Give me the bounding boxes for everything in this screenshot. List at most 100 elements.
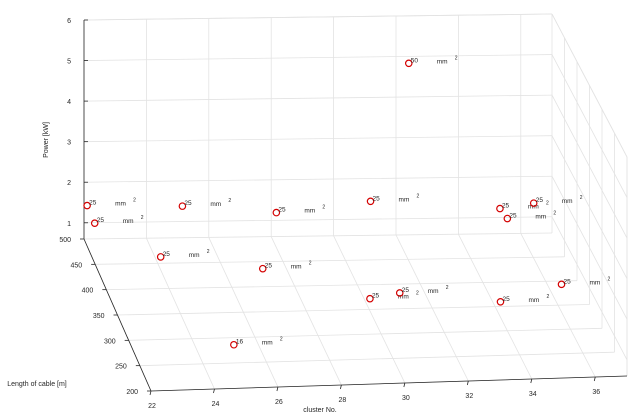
data-points: 16 mm 225 mm 225 mm 225 mm 225 mm 225 mm 225 mm 225 mm 2… bbox=[83, 55, 611, 349]
data-point bbox=[496, 298, 505, 306]
x-tick-label: 24 bbox=[212, 401, 220, 408]
grid-lines bbox=[83, 13, 628, 392]
x-axis-label: cluster No. bbox=[303, 407, 337, 414]
point-unit: mm bbox=[528, 297, 539, 304]
grid-line bbox=[551, 13, 628, 158]
z-tick-label: 3 bbox=[67, 140, 71, 147]
x-tick-label: 30 bbox=[402, 395, 410, 402]
x-tick bbox=[593, 376, 596, 382]
point-label: 16 bbox=[236, 339, 244, 346]
point-label: 25 bbox=[278, 207, 286, 214]
x-axis-line bbox=[150, 375, 628, 392]
x-tick bbox=[403, 382, 406, 388]
point-label: 25 bbox=[89, 200, 97, 207]
z-tick-label: 1 bbox=[67, 221, 71, 228]
point-unit: mm bbox=[437, 58, 448, 65]
point-label: 25 bbox=[184, 200, 192, 207]
x-tick bbox=[340, 384, 342, 390]
x-tick-label: 28 bbox=[339, 397, 347, 404]
point-unit: mm bbox=[304, 208, 315, 215]
point-unit-superscript: 2 bbox=[455, 55, 458, 61]
point-unit: mm bbox=[535, 214, 546, 221]
point-label: 25 bbox=[509, 213, 517, 220]
point-label: 25 bbox=[564, 278, 572, 285]
point-unit-superscript: 2 bbox=[546, 294, 549, 300]
grid-line bbox=[83, 175, 553, 183]
data-point bbox=[272, 208, 281, 217]
point-label: 25 bbox=[97, 217, 105, 224]
point-unit-superscript: 2 bbox=[141, 215, 144, 221]
y-tick-label: 350 bbox=[93, 313, 105, 320]
x-tick-label: 32 bbox=[465, 393, 473, 400]
data-point bbox=[90, 219, 99, 227]
point-unit: mm bbox=[428, 288, 439, 295]
x-tick-label: 34 bbox=[529, 391, 537, 398]
point-unit: mm bbox=[590, 279, 601, 286]
x-tick bbox=[276, 386, 279, 392]
grid-line bbox=[551, 135, 628, 279]
point-unit-superscript: 2 bbox=[280, 337, 283, 343]
point-unit-superscript: 2 bbox=[207, 249, 210, 255]
y-axis-label: Length of cable [m] bbox=[7, 381, 67, 388]
grid-line bbox=[83, 232, 553, 240]
grid-line bbox=[95, 256, 565, 265]
data-point bbox=[83, 201, 91, 210]
point-unit: mm bbox=[398, 294, 409, 301]
point-unit-superscript: 2 bbox=[309, 261, 312, 267]
grid-line bbox=[128, 327, 603, 341]
grid-line bbox=[551, 54, 628, 198]
data-point bbox=[366, 294, 374, 303]
point-unit-superscript: 2 bbox=[416, 291, 419, 297]
x-tick-label: 26 bbox=[275, 399, 283, 406]
z-tick-label: 6 bbox=[67, 18, 71, 25]
y-tick-label: 500 bbox=[59, 237, 71, 244]
x-tick bbox=[530, 378, 533, 384]
point-label: 25 bbox=[373, 195, 381, 202]
point-unit-superscript: 2 bbox=[133, 198, 136, 204]
grid-line bbox=[83, 94, 553, 102]
point-unit-superscript: 2 bbox=[228, 198, 231, 204]
grid-line bbox=[117, 304, 590, 316]
point-unit-superscript: 2 bbox=[417, 193, 420, 199]
axes bbox=[80, 19, 628, 396]
point-unit: mm bbox=[562, 198, 573, 205]
point-unit: mm bbox=[262, 340, 273, 347]
point-label: 25 bbox=[372, 293, 380, 300]
grid-line bbox=[551, 176, 628, 320]
data-point bbox=[230, 340, 238, 349]
z-tick-label: 2 bbox=[67, 180, 71, 187]
x-tick-label: 22 bbox=[148, 403, 156, 410]
z-tick-label: 5 bbox=[67, 59, 71, 66]
point-unit-superscript: 2 bbox=[608, 276, 611, 282]
grid-line bbox=[83, 216, 553, 224]
data-point bbox=[178, 202, 187, 210]
z-axis-label: Power [kW] bbox=[43, 122, 50, 158]
grid-line bbox=[551, 94, 628, 239]
point-unit: mm bbox=[399, 196, 410, 203]
grid-line bbox=[83, 135, 553, 143]
point-unit: mm bbox=[210, 201, 221, 208]
tick-labels: 22 24 26 28 30 32 34 36200250300350400450500123… bbox=[59, 18, 600, 410]
y-tick-label: 450 bbox=[70, 262, 82, 269]
x-tick-label: 36 bbox=[592, 389, 600, 396]
point-unit-superscript: 2 bbox=[322, 205, 325, 211]
point-label: 25 bbox=[502, 203, 510, 210]
point-label: 25 bbox=[163, 251, 171, 258]
point-label: 25 bbox=[536, 197, 544, 204]
x-tick bbox=[213, 388, 215, 394]
x-tick bbox=[466, 380, 469, 386]
point-unit-superscript: 2 bbox=[546, 201, 549, 207]
data-point bbox=[366, 197, 375, 206]
point-label: 50 bbox=[411, 57, 419, 64]
data-point bbox=[258, 264, 267, 273]
point-unit: mm bbox=[189, 252, 200, 259]
grid-line bbox=[83, 54, 553, 61]
y-tick-label: 250 bbox=[115, 364, 127, 371]
x-tick bbox=[149, 390, 152, 396]
point-unit-superscript: 2 bbox=[580, 195, 583, 201]
data-point bbox=[529, 199, 538, 207]
y-tick-label: 200 bbox=[126, 389, 138, 396]
grid-line bbox=[139, 351, 615, 367]
grid-line bbox=[106, 280, 578, 291]
